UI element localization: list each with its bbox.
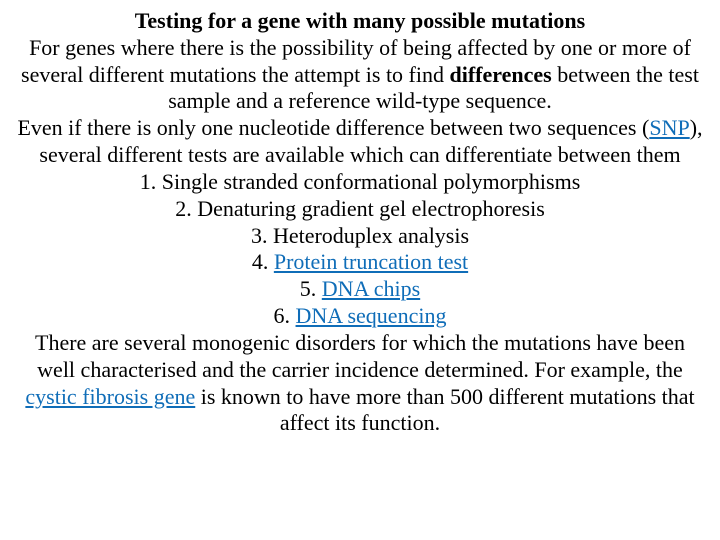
p1-bold-differences: differences [450,62,552,87]
cystic-fibrosis-gene-link[interactable]: cystic fibrosis gene [25,384,195,409]
slide-body: Testing for a gene with many possible mu… [0,0,720,540]
list-item-3: 3. Heteroduplex analysis [14,223,706,250]
list-item-6: 6. DNA sequencing [14,303,706,330]
paragraph-3: There are several monogenic disorders fo… [14,330,706,437]
list-item-1: 1. Single stranded conformational polymo… [14,169,706,196]
li6-prefix: 6. [274,303,296,328]
paragraph-1: For genes where there is the possibility… [14,35,706,115]
list-item-2: 2. Denaturing gradient gel electrophores… [14,196,706,223]
p2-text-a: Even if there is only one nucleotide dif… [17,115,649,140]
p3-text-b: is known to have more than 500 different… [195,384,694,436]
li5-prefix: 5. [300,276,322,301]
p3-text-a: There are several monogenic disorders fo… [35,330,685,382]
li4-prefix: 4. [252,249,274,274]
dna-sequencing-link[interactable]: DNA sequencing [296,303,447,328]
dna-chips-link[interactable]: DNA chips [322,276,420,301]
list-item-5: 5. DNA chips [14,276,706,303]
paragraph-2: Even if there is only one nucleotide dif… [14,115,706,169]
slide-title: Testing for a gene with many possible mu… [14,8,706,35]
protein-truncation-test-link[interactable]: Protein truncation test [274,249,468,274]
list-item-4: 4. Protein truncation test [14,249,706,276]
snp-link[interactable]: SNP [649,115,689,140]
